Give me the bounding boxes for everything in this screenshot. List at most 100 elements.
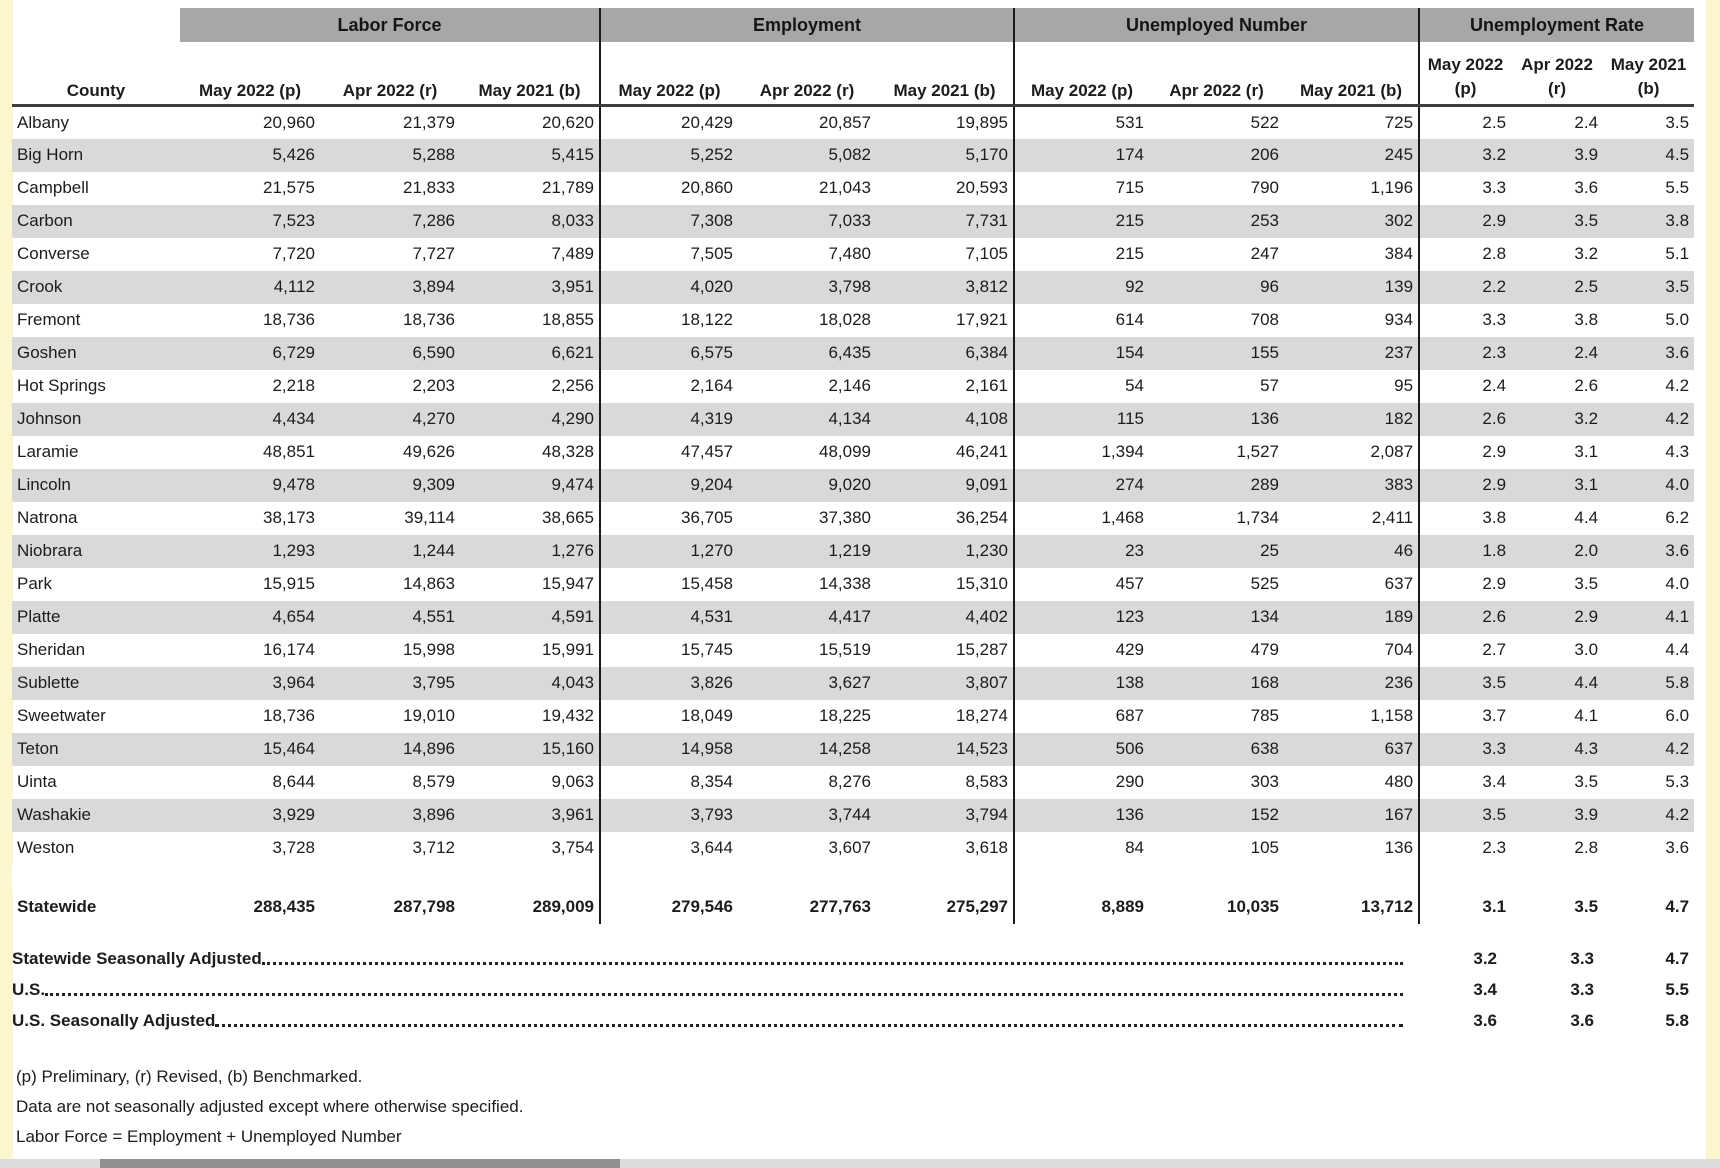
value-cell: 5,426 bbox=[272, 145, 315, 164]
county-name-cell: Teton bbox=[17, 739, 59, 758]
value-cell: 1,230 bbox=[965, 541, 1009, 560]
value-cell: 4,417 bbox=[828, 607, 872, 626]
col-header-lf-may2022: May 2022 (p) bbox=[180, 42, 320, 107]
value-cell: 3.5 bbox=[1418, 666, 1512, 700]
value-cell: 5.1 bbox=[1665, 244, 1690, 263]
value-cell: 92 bbox=[1013, 270, 1150, 304]
value-cell: 253 bbox=[1250, 211, 1280, 230]
col-header-unemp-may2021: May 2021 (b) bbox=[1284, 42, 1420, 107]
county-column-header: County bbox=[12, 42, 180, 107]
value-cell: 522 bbox=[1250, 112, 1280, 132]
county-row: Sublette 3,964 3,795 4,043 3,826 3,627 3,807 13… bbox=[12, 666, 1695, 700]
value-cell: 14,258 bbox=[819, 739, 872, 758]
value-cell: 5.3 bbox=[1665, 772, 1690, 791]
value-cell: 3,798 bbox=[828, 277, 872, 296]
footnotes-section: (p) Preliminary, (r) Revised, (b) Benchm… bbox=[16, 1062, 523, 1152]
value-cell: 14,523 bbox=[956, 739, 1009, 758]
group-header-unemployed-number: Unemployed Number bbox=[1013, 8, 1420, 42]
value-cell: 2,161 bbox=[965, 376, 1009, 395]
value-cell: 290 bbox=[1013, 765, 1150, 799]
value-cell: 15,310 bbox=[956, 574, 1009, 593]
value-cell: 2,256 bbox=[551, 376, 595, 395]
value-cell: 14,958 bbox=[599, 732, 739, 766]
county-row: Johnson 4,434 4,270 4,290 4,319 4,134 4,108 115… bbox=[12, 402, 1695, 436]
value-cell: 4,402 bbox=[965, 607, 1009, 626]
value-cell: 7,523 bbox=[272, 211, 315, 230]
value-cell bbox=[738, 865, 876, 891]
value-cell: 21,575 bbox=[263, 178, 315, 197]
value-cell: 687 bbox=[1013, 699, 1150, 733]
value-cell: 46,241 bbox=[956, 442, 1009, 461]
value-cell: 18,028 bbox=[819, 310, 872, 329]
value-cell: 6.0 bbox=[1665, 706, 1690, 725]
value-cell: 4,319 bbox=[599, 402, 739, 436]
value-cell: 704 bbox=[1384, 640, 1414, 659]
county-name-cell: Laramie bbox=[17, 442, 79, 461]
value-cell: 6.2 bbox=[1665, 508, 1690, 527]
value-cell: 7,731 bbox=[965, 211, 1009, 230]
value-cell: 38,665 bbox=[542, 508, 595, 527]
value-cell: 15,991 bbox=[542, 640, 595, 659]
summary-rate-may2021: 5.5 bbox=[1665, 980, 1689, 999]
value-cell: 15,464 bbox=[263, 739, 315, 758]
value-cell: 48,099 bbox=[819, 442, 872, 461]
col-header-lf-apr2022: Apr 2022 (r) bbox=[320, 42, 460, 107]
value-cell: 4.2 bbox=[1665, 739, 1690, 758]
footnote-line-flags: (p) Preliminary, (r) Revised, (b) Benchm… bbox=[16, 1067, 363, 1086]
value-cell: 3,826 bbox=[599, 666, 739, 700]
value-cell: 4,551 bbox=[412, 607, 455, 626]
value-cell: 16,174 bbox=[263, 640, 315, 659]
value-cell: 4.4 bbox=[1665, 640, 1690, 659]
value-cell: 39,114 bbox=[404, 508, 455, 527]
value-cell: 2.5 bbox=[1574, 277, 1599, 296]
value-cell: 182 bbox=[1384, 409, 1414, 428]
value-cell: 2,146 bbox=[828, 376, 872, 395]
value-cell: 4,108 bbox=[965, 409, 1009, 428]
value-cell: 2.5 bbox=[1418, 105, 1512, 139]
col-header-rate-may2022: May 2022 (p) bbox=[1418, 42, 1512, 107]
summary-rate-may2022: 3.2 bbox=[1473, 949, 1497, 968]
value-cell: 1,270 bbox=[599, 534, 739, 568]
county-row: Niobrara 1,293 1,244 1,276 1,270 1,219 1,230 23… bbox=[12, 534, 1695, 568]
county-name-cell: Converse bbox=[17, 244, 90, 263]
value-cell: 49,626 bbox=[403, 442, 455, 461]
value-cell: 715 bbox=[1013, 171, 1150, 205]
value-cell: 7,480 bbox=[828, 244, 872, 263]
county-rows: Albany 20,960 21,379 20,620 20,429 20,857 19,8… bbox=[12, 105, 1695, 924]
summary-rate-apr2022: 3.3 bbox=[1570, 949, 1594, 968]
value-cell: 3,728 bbox=[272, 838, 315, 857]
value-cell: 54 bbox=[1013, 369, 1150, 403]
value-cell: 13,712 bbox=[1361, 897, 1414, 916]
value-cell: 15,745 bbox=[599, 633, 739, 667]
value-cell: 6,575 bbox=[599, 336, 739, 370]
value-cell bbox=[460, 865, 600, 891]
value-cell: 3.6 bbox=[1665, 343, 1690, 362]
value-cell: 4,531 bbox=[599, 600, 739, 634]
value-cell: 15,998 bbox=[403, 640, 455, 659]
value-cell: 21,789 bbox=[542, 178, 595, 197]
value-cell: 790 bbox=[1250, 178, 1280, 197]
value-cell: 3.8 bbox=[1418, 501, 1512, 535]
value-cell: 4.7 bbox=[1665, 897, 1690, 916]
value-cell: 8,583 bbox=[965, 772, 1009, 791]
value-cell bbox=[1013, 864, 1150, 891]
value-cell: 105 bbox=[1250, 838, 1280, 857]
value-cell: 18,736 bbox=[263, 310, 315, 329]
value-cell: 3.0 bbox=[1574, 640, 1599, 659]
county-name-cell: Niobrara bbox=[17, 541, 83, 560]
value-cell: 152 bbox=[1250, 805, 1280, 824]
value-cell: 18,736 bbox=[263, 706, 315, 725]
county-name-cell: Natrona bbox=[17, 508, 78, 527]
value-cell: 279,546 bbox=[599, 890, 739, 924]
value-cell: 303 bbox=[1250, 772, 1280, 791]
value-cell: 7,033 bbox=[828, 211, 872, 230]
value-cell: 2.9 bbox=[1418, 435, 1512, 469]
value-cell: 3.8 bbox=[1665, 211, 1690, 230]
value-cell: 9,478 bbox=[272, 475, 315, 494]
county-row: Albany 20,960 21,379 20,620 20,429 20,857 19,8… bbox=[12, 105, 1694, 139]
value-cell bbox=[1149, 865, 1284, 891]
value-cell: 3,793 bbox=[599, 798, 739, 832]
county-name-cell: Johnson bbox=[17, 409, 82, 428]
value-cell: 4.3 bbox=[1665, 442, 1690, 461]
value-cell: 2.3 bbox=[1418, 336, 1512, 370]
